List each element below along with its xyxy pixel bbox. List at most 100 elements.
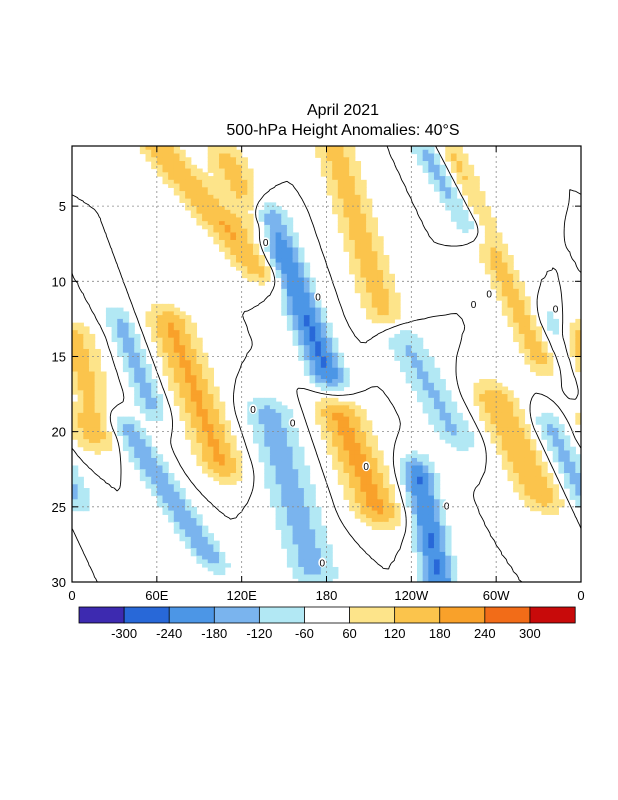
anomaly-cell — [275, 480, 282, 485]
anomaly-cell — [128, 427, 135, 433]
anomaly-cell — [230, 469, 237, 474]
anomaly-cell — [450, 574, 458, 579]
anomaly-cell — [134, 457, 141, 463]
anomaly-cell — [275, 405, 282, 410]
anomaly-cell — [156, 465, 164, 470]
anomaly-cell — [202, 213, 209, 219]
anomaly-cell — [264, 427, 271, 433]
anomaly-cell — [213, 179, 220, 185]
anomaly-cell — [269, 202, 277, 207]
anomaly-cell — [83, 503, 90, 508]
anomaly-cell — [292, 525, 299, 530]
anomaly-cell — [366, 488, 373, 493]
anomaly-cell — [213, 394, 220, 399]
anomaly-cell — [360, 224, 367, 230]
anomaly-cell — [219, 465, 226, 470]
anomaly-cell — [173, 390, 181, 395]
anomaly-cell — [400, 337, 407, 343]
anomaly-cell — [286, 450, 294, 455]
anomaly-cell — [230, 176, 237, 181]
anomaly-cell — [202, 371, 209, 376]
anomaly-cell — [77, 480, 84, 485]
anomaly-cell — [286, 277, 294, 282]
anomaly-cell — [83, 352, 90, 358]
anomaly-cell — [433, 379, 441, 384]
anomaly-cell — [507, 450, 514, 455]
anomaly-cell — [247, 277, 254, 282]
anomaly-cell — [450, 566, 458, 572]
anomaly-cell — [83, 379, 90, 384]
contour-label-bg — [362, 461, 371, 472]
anomaly-cell — [433, 412, 441, 418]
anomaly-cell — [286, 281, 294, 286]
anomaly-cell — [530, 326, 537, 331]
anomaly-cell — [366, 281, 373, 286]
anomaly-cell — [281, 277, 288, 282]
anomaly-cell — [490, 262, 497, 267]
anomaly-cell — [105, 307, 113, 312]
anomaly-cell — [275, 270, 282, 275]
contour-label: 0 — [320, 559, 326, 570]
anomaly-cell — [360, 217, 367, 222]
anomaly-cell — [173, 318, 181, 324]
anomaly-cell — [462, 228, 469, 234]
anomaly-cell — [428, 574, 435, 579]
anomaly-cell — [202, 217, 209, 222]
anomaly-cell — [541, 431, 548, 437]
anomaly-cell — [275, 495, 282, 500]
anomaly-cell — [185, 183, 192, 188]
anomaly-cell — [354, 488, 362, 493]
anomaly-cell — [162, 315, 169, 320]
anomaly-cell — [173, 510, 181, 515]
contour-label-bg — [261, 237, 270, 248]
anomaly-cell — [241, 239, 248, 245]
anomaly-cell — [122, 318, 130, 324]
anomaly-cell — [309, 559, 316, 564]
anomaly-cell — [354, 221, 362, 226]
anomaly-cell — [315, 311, 322, 316]
anomaly-cell — [168, 514, 175, 519]
anomaly-cell — [247, 228, 254, 234]
anomaly-cell — [320, 386, 328, 391]
anomaly-cell — [207, 168, 214, 173]
anomaly-cell — [575, 356, 581, 361]
anomaly-cell — [366, 217, 373, 222]
anomaly-cell — [496, 285, 503, 290]
anomaly-cell — [219, 179, 226, 185]
anomaly-cell — [275, 401, 282, 406]
anomaly-cell — [337, 364, 345, 369]
anomaly-cell — [337, 473, 345, 478]
anomaly-cell — [309, 322, 316, 328]
anomaly-cell — [422, 164, 429, 170]
anomaly-cell — [207, 390, 214, 395]
anomaly-cell — [224, 239, 231, 245]
anomaly-cell — [360, 412, 367, 418]
anomaly-cell — [473, 183, 480, 188]
anomaly-cell — [354, 446, 362, 452]
anomaly-cell — [185, 367, 192, 373]
anomaly-cell — [247, 258, 254, 264]
anomaly-cell — [416, 566, 424, 572]
anomaly-cell — [219, 243, 226, 249]
anomaly-cell — [501, 243, 509, 249]
anomaly-cell — [275, 232, 282, 237]
anomaly-cell — [179, 412, 186, 418]
anomaly-cell — [422, 495, 429, 500]
anomaly-cell — [337, 405, 345, 410]
anomaly-cell — [173, 356, 181, 361]
anomaly-cell — [484, 228, 492, 234]
anomaly-cell — [230, 236, 237, 241]
anomaly-cell — [202, 352, 209, 358]
anomaly-cell — [428, 149, 435, 155]
anomaly-cell — [173, 525, 181, 530]
anomaly-cell — [547, 476, 554, 482]
anomaly-cell — [366, 521, 373, 527]
anomaly-cell — [292, 258, 299, 264]
anomaly-cell — [428, 360, 435, 365]
anomaly-cell — [507, 454, 514, 459]
anomaly-cell — [219, 416, 226, 421]
anomaly-cell — [196, 337, 203, 343]
anomaly-cell — [422, 529, 429, 534]
anomaly-cell — [190, 322, 198, 328]
anomaly-cell — [292, 484, 299, 489]
